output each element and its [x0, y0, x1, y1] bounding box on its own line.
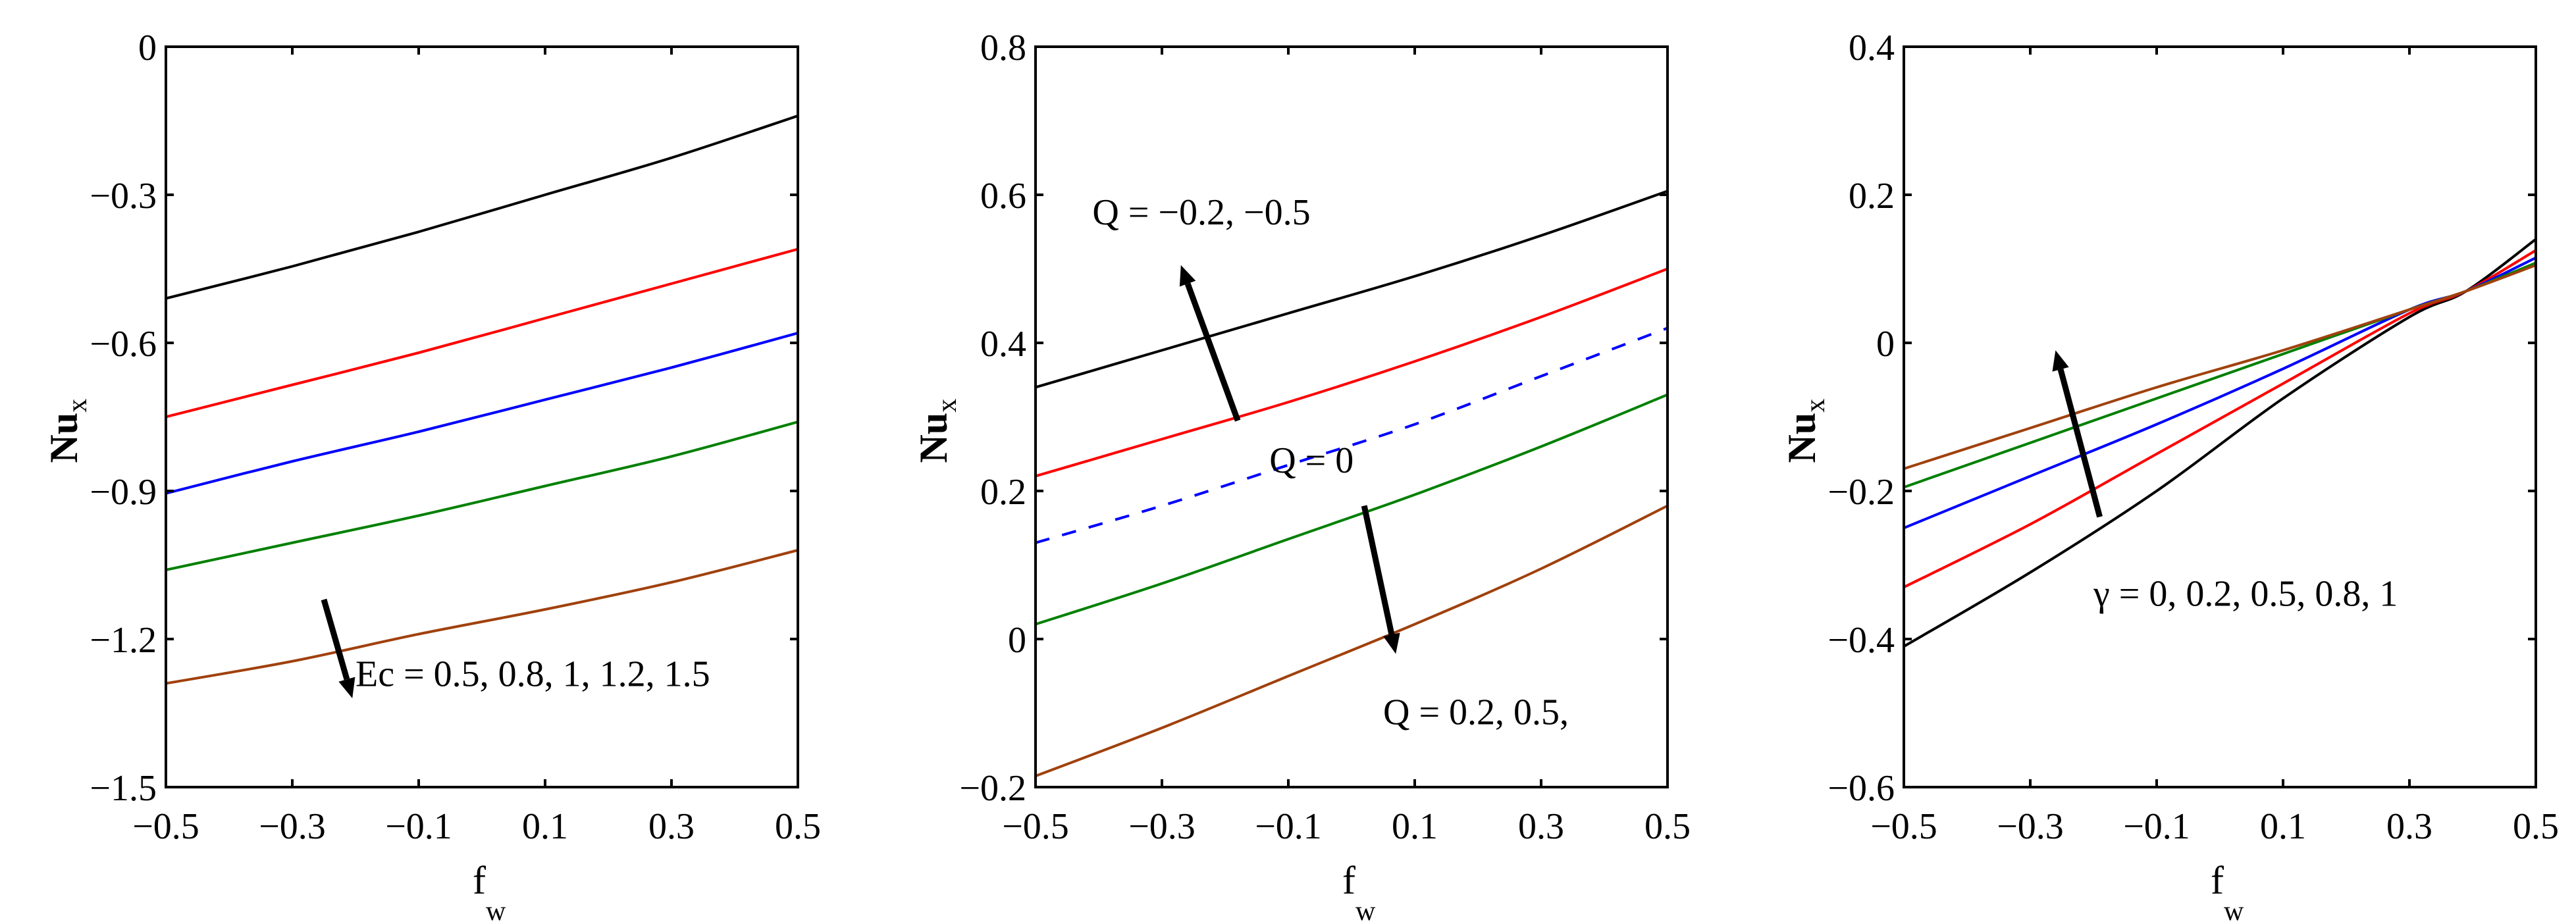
- x-tick-label: −0.5: [132, 806, 199, 847]
- series-group: [1036, 190, 1668, 777]
- series-line-4: [1904, 261, 2536, 489]
- annotation-label: γ = 0, 0.2, 0.5, 0.8, 1: [2093, 573, 2398, 614]
- arrow-head-icon: [1179, 265, 1196, 287]
- y-axis-label: Nux: [1780, 399, 1831, 463]
- x-tick-label: 0.3: [2386, 806, 2432, 847]
- x-tick-label: 0.1: [2260, 806, 2306, 847]
- y-tick-label: 0.2: [980, 472, 1026, 513]
- arrow-head-icon: [2052, 350, 2069, 372]
- x-tick-label: 0.1: [1392, 806, 1438, 847]
- y-axis-label: Nux: [42, 399, 93, 463]
- x-tick-label: 0.5: [2513, 806, 2559, 847]
- series-line-5: [166, 549, 798, 685]
- series-group: [166, 115, 798, 685]
- series-line-2: [166, 247, 798, 419]
- y-tick-label: −0.4: [1827, 620, 1895, 661]
- series-line-3: [166, 332, 798, 495]
- x-axis-label: fw: [2211, 859, 2244, 924]
- x-tick-label: −0.1: [1255, 806, 1322, 847]
- x-tick-label: 0.3: [648, 806, 695, 847]
- y-tick-label: 0: [1008, 620, 1026, 661]
- arrow-up-icon: [2057, 369, 2103, 518]
- annotation-label: Q = 0: [1269, 440, 1354, 481]
- x-tick-label: 0.5: [775, 806, 821, 847]
- y-tick-label: 0.4: [1849, 28, 1895, 68]
- series-line-5: [1036, 504, 1668, 777]
- series-line-1: [166, 115, 798, 300]
- arrow-down-icon: [321, 598, 350, 680]
- annotation-label: Q = −0.2, −0.5: [1092, 192, 1310, 233]
- series-line-4: [1036, 393, 1668, 626]
- y-tick-label: 0: [1876, 324, 1895, 365]
- y-tick-label: −1.5: [90, 768, 157, 809]
- series-line-3: [1036, 326, 1668, 544]
- y-tick-label: 0.4: [980, 324, 1026, 365]
- chart-panel-2: −0.5 −0.3 −0.1 0.1 0.3 0.5 −0.2 0 0.2 0.4 0.6 0.8 Nu…: [912, 28, 1691, 924]
- y-tick-label: −0.9: [90, 472, 157, 513]
- chart-panel-3: −0.5 −0.3 −0.1 0.1 0.3 0.5 −0.6 −0.4 −0.2 0 0.2 0.4…: [1780, 28, 2559, 924]
- x-tick-label: −0.5: [1002, 806, 1069, 847]
- series-line-2: [1036, 267, 1668, 478]
- y-tick-label: −0.6: [90, 324, 157, 365]
- y-tick-label: 0.6: [980, 176, 1026, 217]
- x-tick-label: −0.3: [1997, 806, 2064, 847]
- y-tick-label: −0.6: [1827, 768, 1895, 809]
- y-tick-label: 0.8: [980, 28, 1026, 68]
- x-axis-label: fw: [1342, 859, 1376, 924]
- axes-box: [165, 45, 799, 788]
- arrow-head-icon: [1383, 632, 1400, 654]
- y-tick-label: −0.2: [1827, 472, 1895, 513]
- series-line-1: [1036, 190, 1668, 389]
- arrow-up-icon: [1184, 282, 1241, 422]
- axes-box: [1034, 45, 1669, 788]
- annotation-label: Ec = 0.5, 0.8, 1, 1.2, 1.5: [355, 654, 710, 694]
- annotation-label: Q = 0.2, 0.5,: [1383, 692, 1569, 732]
- x-tick-label: 0.1: [522, 806, 568, 847]
- y-tick-label: −0.3: [90, 176, 157, 217]
- y-axis-label: Nux: [912, 399, 962, 463]
- y-tick-label: 0.2: [1849, 176, 1895, 217]
- y-tick-label: −0.2: [959, 768, 1026, 809]
- x-tick-label: 0.3: [1518, 806, 1564, 847]
- chart-panel-1: −0.5 −0.3 −0.1 0.1 0.3 0.5 −1.5 −1.2 −0.9 −0.6 −0.…: [42, 28, 821, 924]
- axes-box: [1903, 45, 2537, 788]
- x-tick-label: −0.1: [385, 806, 452, 847]
- series-line-5: [1904, 264, 2536, 471]
- x-tick-label: −0.1: [2123, 806, 2190, 847]
- y-tick-label: 0: [138, 28, 157, 68]
- x-tick-label: −0.3: [259, 806, 326, 847]
- x-tick-label: 0.5: [1644, 806, 1691, 847]
- arrow-head-icon: [338, 677, 355, 698]
- x-tick-label: −0.3: [1128, 806, 1196, 847]
- series-group: [1904, 238, 2536, 648]
- arrow-down-icon: [1361, 505, 1395, 636]
- x-tick-label: −0.5: [1870, 806, 1937, 847]
- series-line-4: [166, 421, 798, 571]
- x-axis-label: fw: [473, 859, 506, 924]
- y-tick-label: −1.2: [90, 620, 157, 661]
